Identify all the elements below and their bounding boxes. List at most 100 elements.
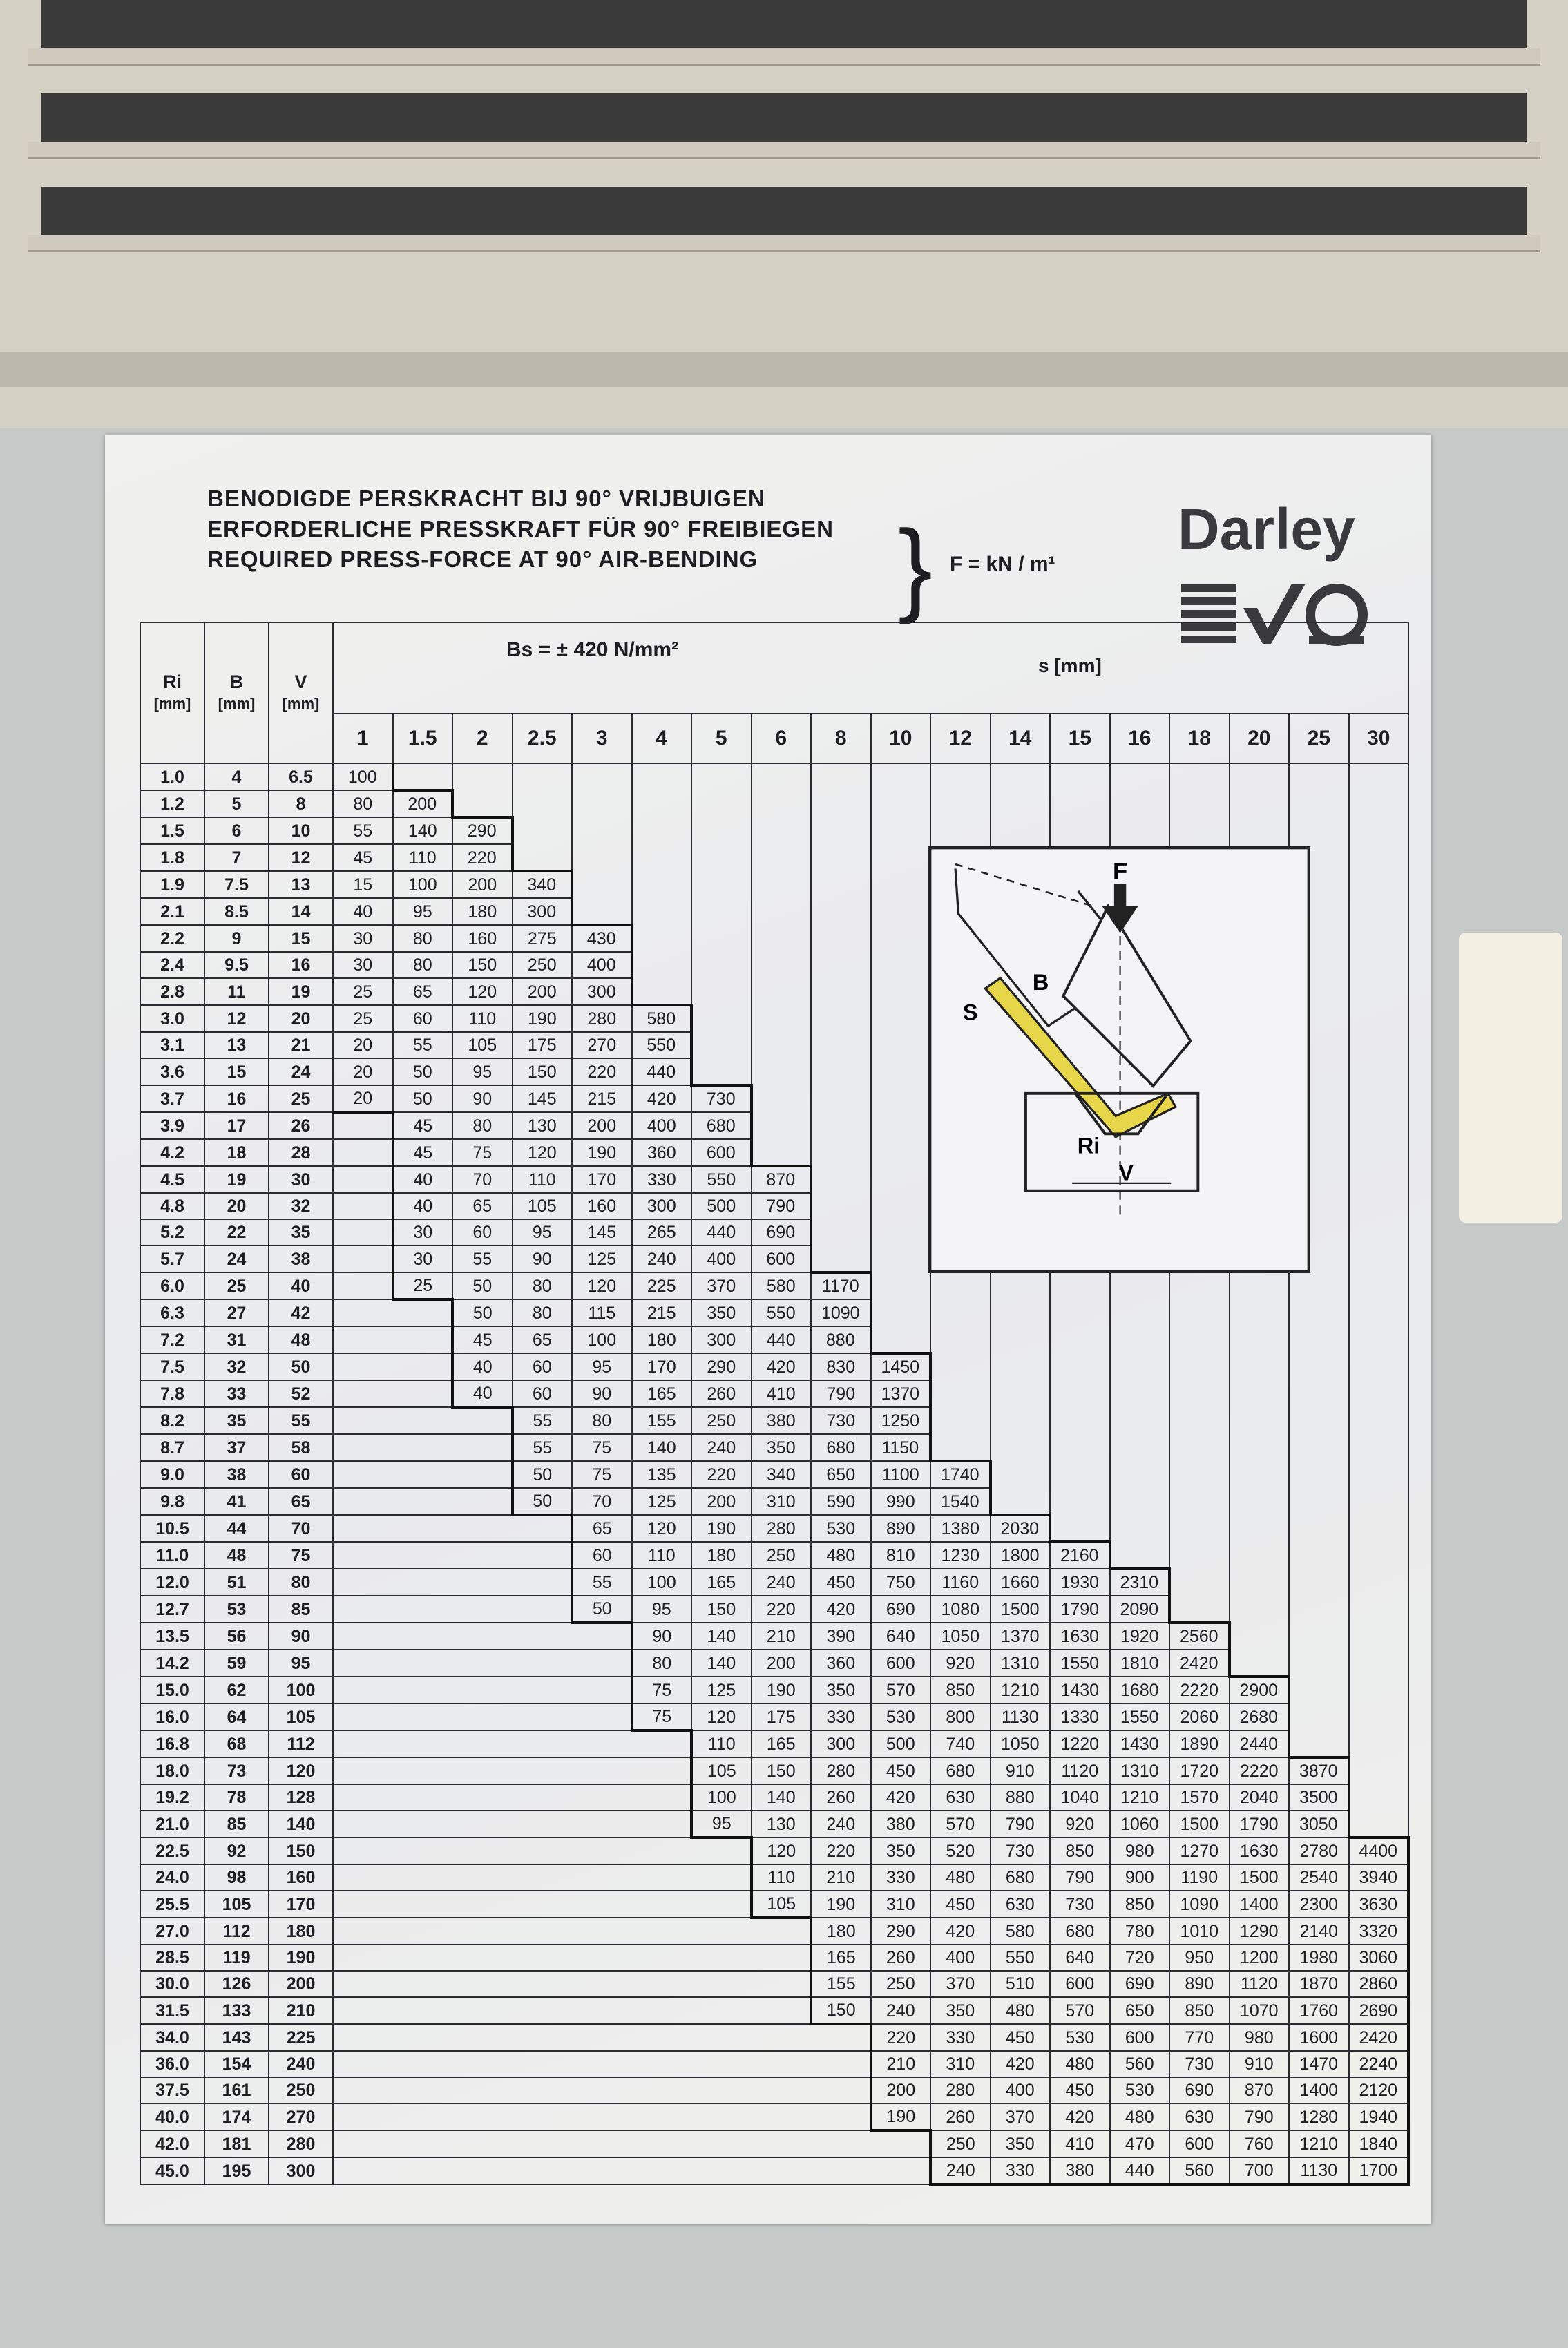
force-cell: 1680 xyxy=(1109,1676,1170,1704)
force-cell: 60 xyxy=(452,1219,513,1246)
row-key-cell: 112 xyxy=(268,1730,334,1758)
force-cell: 630 xyxy=(930,1784,991,1811)
force-cell: 410 xyxy=(1049,2130,1111,2158)
diagram-label: Ri xyxy=(1078,1134,1100,1158)
force-cell: 50 xyxy=(571,1595,633,1624)
force-cell: 790 xyxy=(810,1380,872,1408)
empty-cell xyxy=(452,1996,513,2025)
force-cell: 2160 xyxy=(1049,1540,1111,1569)
empty-cell xyxy=(392,1890,452,1918)
empty-cell xyxy=(392,2130,452,2158)
empty-cell xyxy=(1348,1488,1410,1515)
column-header: B [mm] xyxy=(204,622,269,764)
row-key-cell: 50 xyxy=(268,1353,334,1381)
force-cell: 3870 xyxy=(1288,1756,1350,1785)
empty-cell xyxy=(1348,1219,1410,1245)
empty-cell xyxy=(691,1970,752,1998)
empty-cell xyxy=(870,1219,931,1245)
thickness-header: 20 xyxy=(1228,713,1290,764)
force-cell: 55 xyxy=(332,817,394,845)
force-cell: 750 xyxy=(870,1568,931,1596)
force-cell: 200 xyxy=(691,1487,752,1516)
empty-cell xyxy=(571,898,633,925)
force-cell: 225 xyxy=(631,1272,692,1300)
empty-cell xyxy=(572,1784,632,1811)
force-cell: 290 xyxy=(452,816,514,845)
empty-cell xyxy=(452,1837,513,1865)
row-key-cell: 25 xyxy=(204,1272,269,1300)
force-cell: 330 xyxy=(631,1165,692,1194)
force-cell: 2040 xyxy=(1228,1784,1290,1811)
force-cell: 125 xyxy=(631,1487,692,1516)
row-key-cell: 5 xyxy=(204,790,269,818)
force-cell: 1450 xyxy=(870,1352,932,1381)
force-cell: 640 xyxy=(870,1622,931,1650)
thickness-header: 1.5 xyxy=(392,713,453,764)
force-cell: 240 xyxy=(929,2157,991,2186)
empty-cell xyxy=(870,1245,931,1272)
empty-cell xyxy=(452,1703,513,1731)
force-cell: 910 xyxy=(989,1757,1051,1785)
force-cell: 2560 xyxy=(1169,1621,1231,1650)
row-key-cell: 12 xyxy=(268,843,334,872)
empty-cell xyxy=(1049,1326,1111,1353)
empty-cell xyxy=(452,763,513,790)
empty-cell xyxy=(392,1380,452,1408)
empty-cell xyxy=(691,2157,752,2185)
empty-cell xyxy=(1228,1650,1290,1677)
empty-cell xyxy=(333,1541,393,1569)
empty-cell xyxy=(333,1299,393,1327)
row-key-cell: 13 xyxy=(268,870,334,899)
empty-cell xyxy=(1049,1515,1111,1542)
row-key-cell: 154 xyxy=(204,2050,269,2078)
row-key-cell: 7.8 xyxy=(140,1380,205,1408)
force-cell: 150 xyxy=(750,1757,812,1785)
empty-cell xyxy=(750,898,812,925)
row-key-cell: 30.0 xyxy=(140,1970,205,1998)
force-cell: 550 xyxy=(989,1944,1051,1972)
empty-cell xyxy=(333,1219,393,1246)
row-key-cell: 2.8 xyxy=(140,977,205,1006)
force-cell: 200 xyxy=(392,789,454,818)
force-cell: 3630 xyxy=(1348,1890,1411,1918)
force-cell: 100 xyxy=(392,870,453,899)
force-cell: 330 xyxy=(930,2023,991,2052)
force-cell: 155 xyxy=(631,1406,692,1435)
empty-cell xyxy=(691,1837,752,1865)
row-key-cell: 3.7 xyxy=(140,1085,205,1113)
row-key-cell: 4.8 xyxy=(140,1192,205,1220)
empty-cell xyxy=(572,2103,632,2131)
empty-cell xyxy=(870,1139,931,1166)
force-cell: 1760 xyxy=(1288,1996,1350,2025)
force-cell: 1920 xyxy=(1109,1622,1170,1650)
row-key-cell: 51 xyxy=(204,1568,269,1596)
force-cell: 3060 xyxy=(1348,1944,1411,1972)
empty-cell xyxy=(1348,1407,1410,1434)
row-key-cell: 53 xyxy=(204,1595,269,1623)
force-cell: 2060 xyxy=(1169,1703,1230,1731)
force-cell: 215 xyxy=(631,1299,692,1327)
empty-cell xyxy=(870,1326,931,1353)
force-cell: 450 xyxy=(810,1568,872,1596)
empty-cell xyxy=(512,2077,572,2104)
force-cell: 120 xyxy=(691,1703,752,1731)
row-key-cell: 27.0 xyxy=(140,1917,205,1945)
force-cell: 890 xyxy=(870,1514,931,1543)
force-cell: 1010 xyxy=(1169,1917,1230,1945)
empty-cell xyxy=(631,2130,691,2158)
force-cell: 20 xyxy=(332,1085,394,1114)
force-cell: 780 xyxy=(1109,1917,1170,1945)
empty-cell xyxy=(1348,1058,1410,1085)
row-key-cell: 126 xyxy=(204,1970,269,1998)
force-cell: 1120 xyxy=(1049,1757,1111,1785)
force-cell: 440 xyxy=(691,1219,752,1246)
force-cell: 1500 xyxy=(1169,1810,1230,1838)
row-key-cell: 24 xyxy=(204,1245,269,1273)
empty-cell xyxy=(1348,1434,1410,1461)
row-key-cell: 250 xyxy=(268,2077,334,2104)
force-cell: 770 xyxy=(1169,2023,1230,2052)
empty-cell xyxy=(810,1005,872,1032)
force-cell: 1430 xyxy=(1049,1676,1111,1704)
empty-cell xyxy=(333,2157,393,2185)
empty-cell xyxy=(691,2130,752,2158)
